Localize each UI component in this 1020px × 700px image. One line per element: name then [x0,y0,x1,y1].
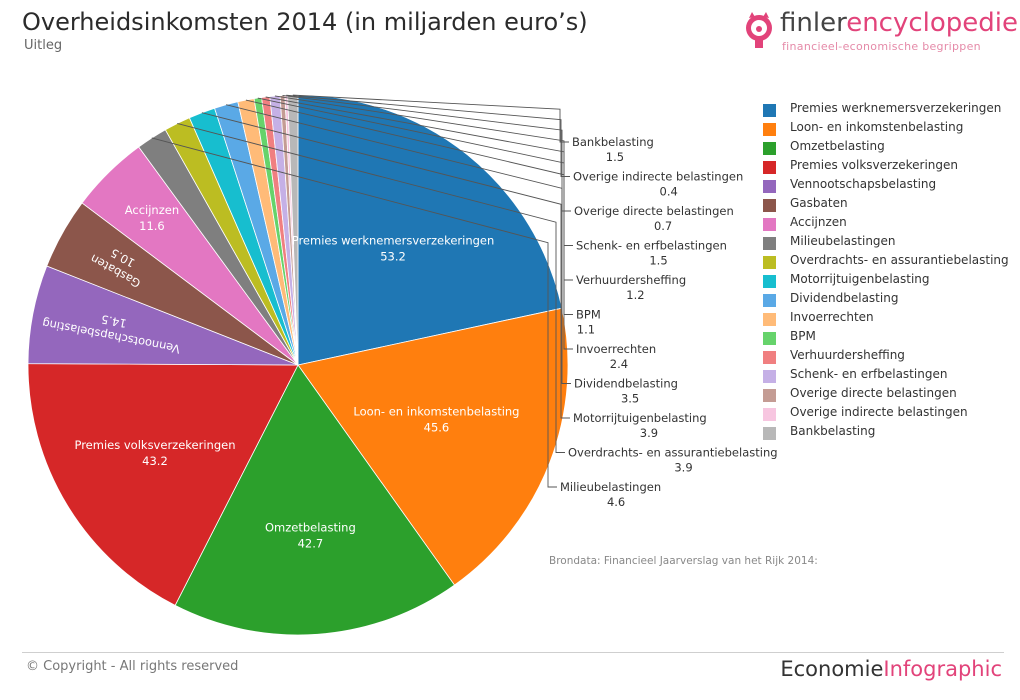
outside-value-verhuurdersheffing: 1.2 [626,288,644,302]
legend-label-gasbaten: Gasbaten [790,196,848,210]
slice-value-omzetbelasting: 42.7 [298,537,324,551]
leader-line-overdrachts-en-assurantiebelasting [177,123,565,453]
subtitle-link[interactable]: Uitleg [24,38,63,53]
outside-label-invoerrechten: Invoerrechten [576,342,656,356]
legend-label-bpm: BPM [790,329,816,343]
legend-swatch-verhuurdersheffing [763,351,776,364]
legend-swatch-schenk-en-erfbelastingen [763,370,776,383]
slice-value-loon-en-inkomstenbelasting: 45.6 [424,421,450,435]
leader-line-milieubelastingen [151,137,557,488]
outside-value-overige-indirecte-belastingen: 0.4 [660,185,678,199]
outside-value-invoerrechten: 2.4 [610,357,628,371]
legend-swatch-vennootschapsbelasting [763,180,776,193]
legend-swatch-overdrachts-en-assurantiebelasting [763,256,776,269]
slice-label-accijnzen: Accijnzen [125,203,179,217]
slice-value-premies-werknemersverzekeringen: 53.2 [380,249,406,263]
page-title: Overheidsinkomsten 2014 (in miljarden eu… [22,8,588,36]
legend-label-motorrijtuigenbelasting: Motorrijtuigenbelasting [790,272,930,286]
legend-label-bankbelasting: Bankbelasting [790,424,876,438]
legend-swatch-premies-werknemersverzekeringen [763,104,776,117]
legend-label-dividendbelasting: Dividendbelasting [790,291,899,305]
slice-value-accijnzen: 11.6 [139,219,165,233]
logo-text: finlerencyclopedie [780,8,1018,38]
legend-swatch-accijnzen [763,218,776,231]
leader-line-overige-directe-belastingen [282,94,571,212]
logo-tagline: financieel-economische begrippen [782,40,981,53]
legend-swatch-bankbelasting [763,427,776,440]
logo-text-part1: finler [780,8,847,38]
outside-label-motorrijtuigenbelasting: Motorrijtuigenbelasting [573,411,707,425]
legend-swatch-omzetbelasting [763,142,776,155]
outside-value-overige-directe-belastingen: 0.7 [654,219,672,233]
legend-swatch-loon-en-inkomstenbelasting [763,123,776,136]
legend-label-overige-indirecte-belastingen: Overige indirecte belastingen [790,405,968,419]
pie-slice-omzetbelasting[interactable] [174,364,456,636]
outside-value-bankbelasting: 1.5 [606,150,624,164]
leader-line-schenk-en-erfbelastingen [274,95,573,246]
logo-text-part2: encyclopedie [846,8,1019,38]
outside-label-bpm: BPM [576,308,601,322]
slice-label-omzetbelasting: Omzetbelasting [265,521,356,535]
legend-label-omzetbelasting: Omzetbelasting [790,139,885,153]
legend-label-invoerrechten: Invoerrechten [790,310,874,324]
brand-part2: Infographic [883,657,1002,681]
footer-divider [22,652,1004,653]
logo[interactable]: finlerencyclopedie financieel-economisch… [742,8,1018,56]
legend-label-vennootschapsbelasting: Vennootschapsbelasting [790,177,937,191]
outside-label-schenk-en-erfbelastingen: Schenk- en erfbelastingen [576,239,727,253]
slice-value-premies-volksverzekeringen: 43.2 [142,454,168,468]
leader-line-motorrijtuigenbelasting [201,112,570,419]
outside-label-overdrachts-en-assurantiebelasting: Overdrachts- en assurantiebelasting [568,446,778,460]
slice-label-premies-volksverzekeringen: Premies volksverzekeringen [74,438,235,452]
source-note: Brondata: Financieel Jaarverslag van het… [549,555,818,567]
brand-logo[interactable]: EconomieInfographic [780,657,1002,681]
pie-slice-premies-volksverzekeringen[interactable] [27,363,299,606]
outside-label-overige-directe-belastingen: Overige directe belastingen [574,204,734,218]
leader-line-overige-indirecte-belastingen [286,94,570,177]
piggy-bank-icon [746,12,772,48]
legend-swatch-milieubelastingen [763,237,776,250]
legend-swatch-bpm [763,332,776,345]
outside-label-verhuurdersheffing: Verhuurdersheffing [576,273,686,287]
legend-label-loon-en-inkomstenbelasting: Loon- en inkomstenbelasting [790,120,964,134]
legend-label-accijnzen: Accijnzen [790,215,847,229]
leader-line-dividendbelasting [226,104,571,384]
legend-label-schenk-en-erfbelastingen: Schenk- en erfbelastingen [790,367,948,381]
legend-swatch-dividendbelasting [763,294,776,307]
outside-value-dividendbelasting: 3.5 [621,392,639,406]
outside-label-overige-indirecte-belastingen: Overige indirecte belastingen [573,170,743,184]
legend-swatch-premies-volksverzekeringen [763,161,776,174]
legend-swatch-overige-indirecte-belastingen [763,408,776,421]
outside-value-bpm: 1.1 [577,323,595,337]
legend-swatch-overige-directe-belastingen [763,389,776,402]
slice-label-loon-en-inkomstenbelasting: Loon- en inkomstenbelasting [353,405,519,419]
pie-slice-loon-en-inkomstenbelasting[interactable] [297,307,569,586]
slice-label-premies-werknemersverzekeringen: Premies werknemersverzekeringen [292,233,495,247]
legend-label-premies-volksverzekeringen: Premies volksverzekeringen [790,158,959,172]
outside-label-dividendbelasting: Dividendbelasting [574,377,678,391]
legend-label-overige-directe-belastingen: Overige directe belastingen [790,386,957,400]
slice-value-vennootschapsbelasting: 14.5 [100,312,128,331]
legend-label-milieubelastingen: Milieubelastingen [790,234,896,248]
outside-value-motorrijtuigenbelasting: 3.9 [640,426,658,440]
outside-value-overdrachts-en-assurantiebelasting: 3.9 [674,461,692,475]
leader-line-bankbelasting [292,94,569,143]
legend-label-premies-werknemersverzekeringen: Premies werknemersverzekeringen [790,101,1002,115]
pie-slice-premies-werknemersverzekeringen[interactable] [297,94,563,366]
brand-part1: Economie [780,657,884,681]
copyright-text: © Copyright - All rights reserved [26,659,239,674]
legend-swatch-invoerrechten [763,313,776,326]
outside-label-bankbelasting: Bankbelasting [572,135,654,149]
legend-swatch-gasbaten [763,199,776,212]
legend-label-overdrachts-en-assurantiebelasting: Overdrachts- en assurantiebelasting [790,253,1009,267]
outside-value-schenk-en-erfbelastingen: 1.5 [649,254,667,268]
outside-label-milieubelastingen: Milieubelastingen [560,480,661,494]
outside-value-milieubelastingen: 4.6 [607,495,625,509]
legend-swatch-motorrijtuigenbelasting [763,275,776,288]
legend-label-verhuurdersheffing: Verhuurdersheffing [790,348,905,362]
